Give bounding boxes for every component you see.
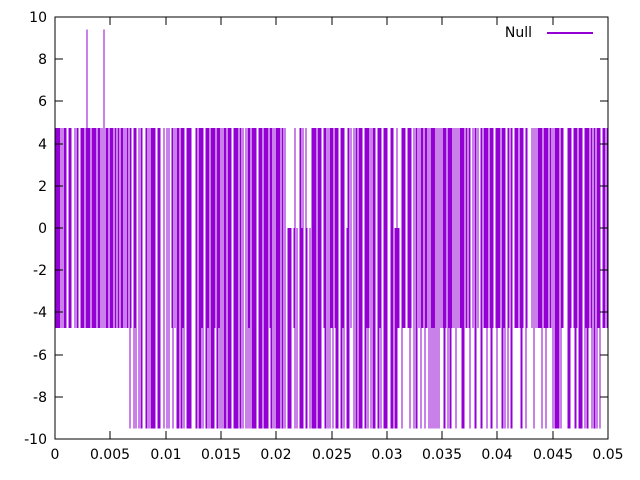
legend-line-sample <box>547 32 593 34</box>
legend: Null <box>505 25 593 41</box>
y-tick-label: -8 <box>33 390 47 406</box>
x-tick-label: 0.045 <box>533 447 573 463</box>
y-tick-label: -10 <box>24 432 47 448</box>
legend-label: Null <box>504 25 532 41</box>
x-tick-label: 0 <box>51 447 60 463</box>
x-tick-label: 0.015 <box>201 447 241 463</box>
y-tick-label: -6 <box>33 348 47 364</box>
x-tick-label: 0.02 <box>260 447 291 463</box>
y-tick-label: 10 <box>29 10 47 26</box>
x-tick-label: 0.05 <box>592 447 623 463</box>
x-tick-label: 0.005 <box>90 447 130 463</box>
x-tick-label: 0.035 <box>422 447 462 463</box>
y-tick-label: 8 <box>38 52 47 68</box>
y-tick-label: 4 <box>38 137 47 153</box>
axis-ticks <box>54 16 609 440</box>
y-tick-label: -2 <box>33 263 47 279</box>
x-tick-label: 0.025 <box>312 447 352 463</box>
y-tick-label: -4 <box>33 305 47 321</box>
y-tick-label: 0 <box>38 221 47 237</box>
y-tick-label: 2 <box>38 179 47 195</box>
x-tick-label: 0.04 <box>481 447 512 463</box>
x-tick-label: 0.01 <box>150 447 181 463</box>
x-tick-label: 0.03 <box>371 447 402 463</box>
series-null <box>55 29 608 429</box>
y-tick-label: 6 <box>38 94 47 110</box>
